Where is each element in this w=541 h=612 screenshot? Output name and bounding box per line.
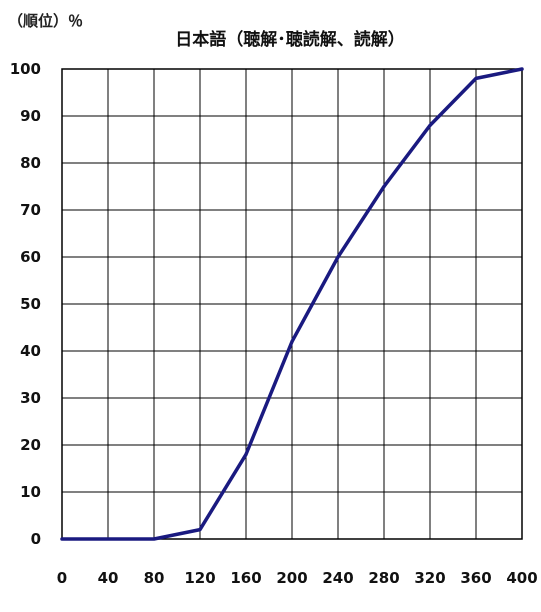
x-tick-label: 40 [98,569,119,587]
y-axis-ticks: 0 10 20 30 40 50 60 70 80 90 100 [10,60,41,548]
y-tick-label: 40 [20,342,41,360]
y-tick-label: 20 [20,436,41,454]
y-tick-label: 50 [20,295,41,313]
y-tick-label: 30 [20,389,41,407]
x-tick-label: 280 [368,569,399,587]
x-tick-label: 200 [276,569,307,587]
y-tick-label: 90 [20,107,41,125]
x-axis-ticks: 0 40 80 120 160 200 240 280 320 360 400 [57,569,538,587]
y-tick-label: 0 [31,530,41,548]
y-tick-label: 10 [20,483,41,501]
x-tick-label: 0 [57,569,67,587]
grid [61,68,523,540]
chart-title: 日本語（聴解･聴読解、読解） [175,29,405,50]
x-tick-label: 320 [414,569,445,587]
y-tick-label: 60 [20,248,41,266]
plot-border [61,68,523,540]
y-tick-label: 70 [20,201,41,219]
series-group [60,67,524,541]
plot-frame [61,68,523,540]
x-tick-label: 120 [184,569,215,587]
y-tick-label: 80 [20,154,41,172]
x-tick-label: 240 [322,569,353,587]
x-tick-label: 360 [460,569,491,587]
x-tick-label: 400 [506,569,537,587]
y-tick-label: 100 [10,60,41,78]
x-tick-label: 160 [230,569,261,587]
y-axis-label: （順位）％ [8,12,83,30]
x-tick-label: 80 [144,569,165,587]
